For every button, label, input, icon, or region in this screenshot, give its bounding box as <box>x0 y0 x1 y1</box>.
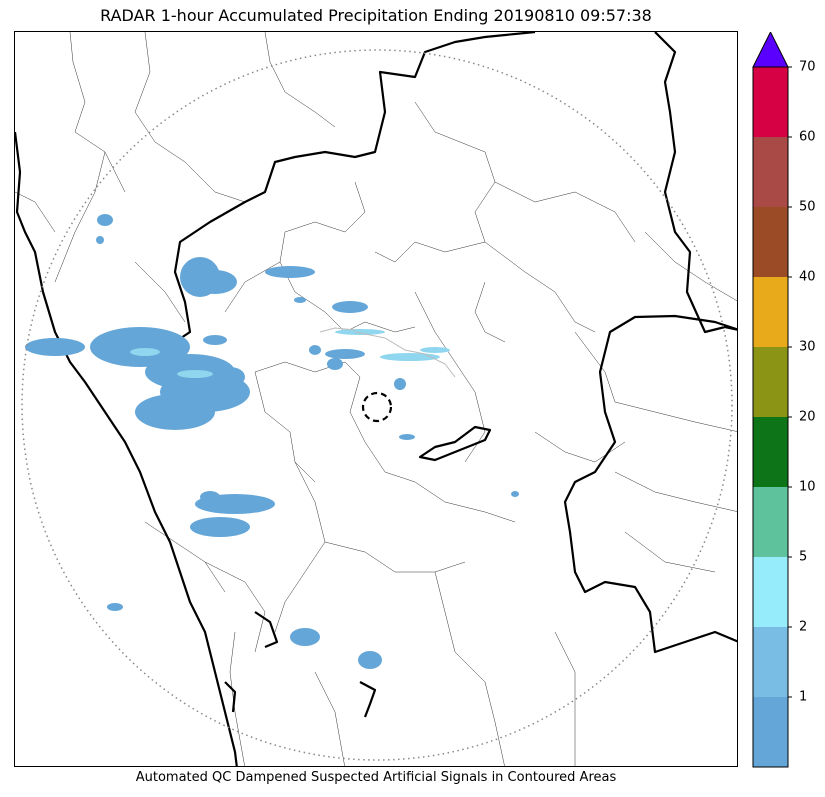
figure-caption: Automated QC Dampened Suspected Artifici… <box>135 770 617 785</box>
colorbar-tick-label: 70 <box>799 59 816 75</box>
colorbar-segment <box>753 417 788 487</box>
figure-title: RADAR 1-hour Accumulated Precipitation E… <box>100 6 652 25</box>
colorbar-svg <box>752 32 792 768</box>
colorbar-tick-label: 30 <box>799 339 816 355</box>
radar-range-ring <box>21 49 733 761</box>
light-precipitation-areas <box>130 329 450 378</box>
colorbar-segment <box>753 207 788 277</box>
colorbar-segment <box>753 697 788 767</box>
colorbar-tick-label: 10 <box>799 479 816 495</box>
district-boundaries <box>15 32 737 766</box>
state-border-east <box>563 314 737 654</box>
coastline <box>15 131 238 766</box>
colorbar-extend-triangle <box>752 32 789 68</box>
colorbar-segment <box>753 137 788 207</box>
map-panel <box>14 31 738 767</box>
colorbar-tick-label: 5 <box>799 549 808 565</box>
qc-contoured-areas <box>319 327 456 378</box>
state-border-north <box>654 32 737 334</box>
colorbar-segment <box>753 487 788 557</box>
precipitation-areas <box>25 214 519 669</box>
colorbar-segment <box>753 557 788 627</box>
colorbar-segment <box>753 67 788 137</box>
colorbar-segment <box>753 277 788 347</box>
colorbar-tick-label: 40 <box>799 269 816 285</box>
state-boundaries <box>15 32 737 766</box>
colorbar-segment <box>753 347 788 417</box>
colorbar-segment <box>753 627 788 697</box>
state-border-west <box>173 32 536 343</box>
enclave-border <box>418 425 492 462</box>
colorbar-tick-label: 20 <box>799 409 816 425</box>
radar-site-marker <box>361 391 393 423</box>
colorbar-tick-label: 60 <box>799 129 816 145</box>
colorbar-tick-label: 50 <box>799 199 816 215</box>
colorbar: 1 2 5 10 20 30 40 50 60 70 <box>752 32 825 772</box>
map-svg <box>15 32 737 766</box>
colorbar-tick-label: 1 <box>799 689 808 705</box>
colorbar-tick-label: 2 <box>799 619 808 635</box>
